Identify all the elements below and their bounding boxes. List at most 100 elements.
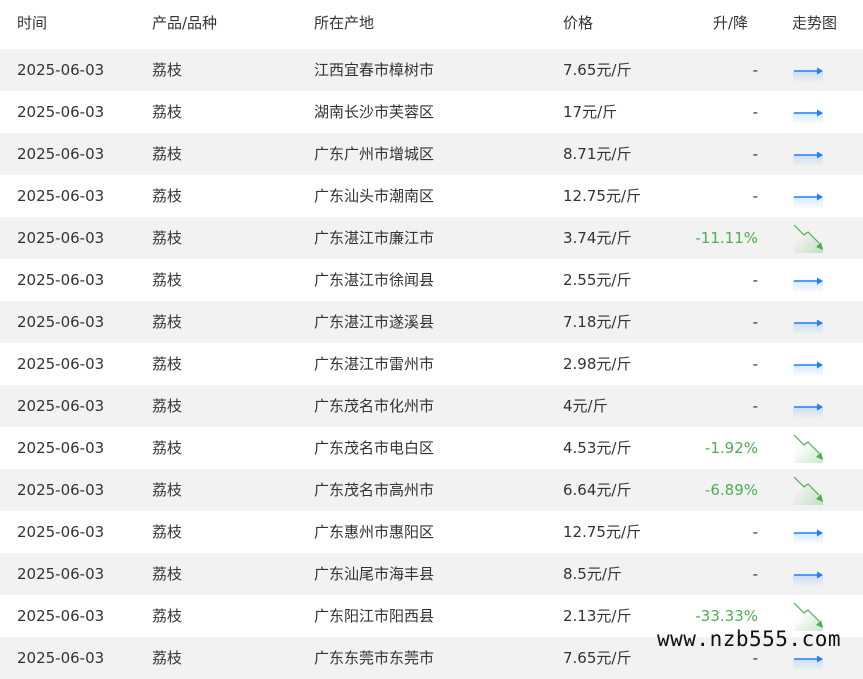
cell-product: 荔枝 bbox=[152, 187, 183, 205]
cell-location: 广东东莞市东莞市 bbox=[314, 649, 435, 667]
down-trend-icon[interactable] bbox=[793, 224, 825, 253]
header-change: 升/降 bbox=[712, 14, 748, 32]
cell-location: 广东汕尾市海丰县 bbox=[314, 565, 435, 583]
cell-time: 2025-06-03 bbox=[17, 649, 105, 667]
cell-time: 2025-06-03 bbox=[17, 607, 105, 625]
cell-time: 2025-06-03 bbox=[17, 187, 105, 205]
cell-location: 广东茂名市高州市 bbox=[314, 481, 435, 499]
cell-price: 2.55元/斤 bbox=[563, 271, 632, 289]
flat-arrow-icon[interactable] bbox=[793, 561, 825, 589]
cell-price: 7.65元/斤 bbox=[563, 61, 632, 79]
down-trend-icon[interactable] bbox=[793, 434, 825, 463]
table-row: 2025-06-03 荔枝 广东东莞市东莞市 7.65元/斤 - bbox=[0, 637, 863, 679]
cell-price: 7.65元/斤 bbox=[563, 649, 632, 667]
flat-arrow-icon[interactable] bbox=[793, 57, 825, 85]
cell-product: 荔枝 bbox=[152, 523, 183, 541]
table-row: 2025-06-03 荔枝 广东惠州市惠阳区 12.75元/斤 - bbox=[0, 511, 863, 553]
cell-location: 江西宜春市樟树市 bbox=[314, 61, 435, 79]
cell-price: 4元/斤 bbox=[563, 397, 608, 415]
cell-time: 2025-06-03 bbox=[17, 481, 105, 499]
cell-price: 8.5元/斤 bbox=[563, 565, 622, 583]
cell-location: 广东湛江市雷州市 bbox=[314, 355, 435, 373]
cell-change: - bbox=[752, 271, 758, 289]
cell-product: 荔枝 bbox=[152, 649, 183, 667]
cell-price: 2.98元/斤 bbox=[563, 355, 632, 373]
cell-product: 荔枝 bbox=[152, 355, 183, 373]
cell-price: 4.53元/斤 bbox=[563, 439, 632, 457]
cell-product: 荔枝 bbox=[152, 313, 183, 331]
cell-time: 2025-06-03 bbox=[17, 145, 105, 163]
cell-change: - bbox=[752, 187, 758, 205]
cell-change: - bbox=[752, 565, 758, 583]
cell-change: - bbox=[752, 397, 758, 415]
cell-time: 2025-06-03 bbox=[17, 355, 105, 373]
cell-location: 广东湛江市遂溪县 bbox=[314, 313, 435, 331]
cell-time: 2025-06-03 bbox=[17, 271, 105, 289]
cell-location: 广东汕头市潮南区 bbox=[314, 187, 435, 205]
header-product: 产品/品种 bbox=[152, 14, 218, 32]
table-row: 2025-06-03 荔枝 广东汕头市潮南区 12.75元/斤 - bbox=[0, 175, 863, 217]
table-row: 2025-06-03 荔枝 广东茂名市化州市 4元/斤 - bbox=[0, 385, 863, 427]
table-row: 2025-06-03 荔枝 湖南长沙市芙蓉区 17元/斤 - bbox=[0, 91, 863, 133]
cell-product: 荔枝 bbox=[152, 397, 183, 415]
cell-price: 17元/斤 bbox=[563, 103, 618, 121]
flat-arrow-icon[interactable] bbox=[793, 267, 825, 295]
cell-product: 荔枝 bbox=[152, 271, 183, 289]
table-row: 2025-06-03 荔枝 广东湛江市廉江市 3.74元/斤 -11.11% bbox=[0, 217, 863, 259]
table-row: 2025-06-03 荔枝 广东阳江市阳西县 2.13元/斤 -33.33% bbox=[0, 595, 863, 637]
header-price: 价格 bbox=[563, 14, 594, 32]
cell-change: - bbox=[752, 649, 758, 667]
cell-change: - bbox=[752, 145, 758, 163]
watermark: www.nzb555.com bbox=[657, 627, 842, 651]
flat-arrow-icon[interactable] bbox=[793, 141, 825, 169]
cell-time: 2025-06-03 bbox=[17, 61, 105, 79]
cell-price: 8.71元/斤 bbox=[563, 145, 632, 163]
table-row: 2025-06-03 荔枝 广东湛江市遂溪县 7.18元/斤 - bbox=[0, 301, 863, 343]
cell-product: 荔枝 bbox=[152, 565, 183, 583]
flat-arrow-icon[interactable] bbox=[793, 309, 825, 337]
cell-change: -33.33% bbox=[695, 607, 758, 625]
cell-change: -6.89% bbox=[704, 481, 758, 499]
cell-change: - bbox=[752, 313, 758, 331]
cell-change: - bbox=[752, 61, 758, 79]
table-row: 2025-06-03 荔枝 广东湛江市雷州市 2.98元/斤 - bbox=[0, 343, 863, 385]
down-trend-icon[interactable] bbox=[793, 602, 825, 631]
flat-arrow-icon[interactable] bbox=[793, 183, 825, 211]
table-row: 2025-06-03 荔枝 广东茂名市高州市 6.64元/斤 -6.89% bbox=[0, 469, 863, 511]
header-trend: 走势图 bbox=[792, 14, 838, 32]
flat-arrow-icon[interactable] bbox=[793, 519, 825, 547]
cell-change: - bbox=[752, 523, 758, 541]
flat-arrow-icon[interactable] bbox=[793, 99, 825, 127]
header-time: 时间 bbox=[17, 14, 48, 32]
table-row: 2025-06-03 荔枝 广东广州市增城区 8.71元/斤 - bbox=[0, 133, 863, 175]
table-row: 2025-06-03 荔枝 广东茂名市电白区 4.53元/斤 -1.92% bbox=[0, 427, 863, 469]
flat-arrow-icon[interactable] bbox=[793, 351, 825, 379]
cell-change: - bbox=[752, 355, 758, 373]
flat-arrow-icon[interactable] bbox=[793, 645, 825, 673]
flat-arrow-icon[interactable] bbox=[793, 393, 825, 421]
cell-price: 2.13元/斤 bbox=[563, 607, 632, 625]
cell-price: 3.74元/斤 bbox=[563, 229, 632, 247]
cell-time: 2025-06-03 bbox=[17, 397, 105, 415]
table-header: 时间 产品/品种 所在产地 价格 升/降 走势图 bbox=[0, 0, 863, 48]
cell-time: 2025-06-03 bbox=[17, 565, 105, 583]
table-row: 2025-06-03 荔枝 广东湛江市徐闻县 2.55元/斤 - bbox=[0, 259, 863, 301]
cell-time: 2025-06-03 bbox=[17, 103, 105, 121]
cell-price: 7.18元/斤 bbox=[563, 313, 632, 331]
cell-time: 2025-06-03 bbox=[17, 439, 105, 457]
cell-location: 广东阳江市阳西县 bbox=[314, 607, 435, 625]
cell-time: 2025-06-03 bbox=[17, 313, 105, 331]
cell-change: -1.92% bbox=[704, 439, 758, 457]
cell-price: 12.75元/斤 bbox=[563, 523, 641, 541]
cell-time: 2025-06-03 bbox=[17, 523, 105, 541]
cell-location: 湖南长沙市芙蓉区 bbox=[314, 103, 435, 121]
table-row: 2025-06-03 荔枝 江西宜春市樟树市 7.65元/斤 - bbox=[0, 49, 863, 91]
cell-location: 广东广州市增城区 bbox=[314, 145, 435, 163]
cell-time: 2025-06-03 bbox=[17, 229, 105, 247]
cell-product: 荔枝 bbox=[152, 481, 183, 499]
cell-location: 广东惠州市惠阳区 bbox=[314, 523, 435, 541]
down-trend-icon[interactable] bbox=[793, 476, 825, 505]
cell-product: 荔枝 bbox=[152, 103, 183, 121]
cell-location: 广东湛江市徐闻县 bbox=[314, 271, 435, 289]
cell-location: 广东茂名市电白区 bbox=[314, 439, 435, 457]
